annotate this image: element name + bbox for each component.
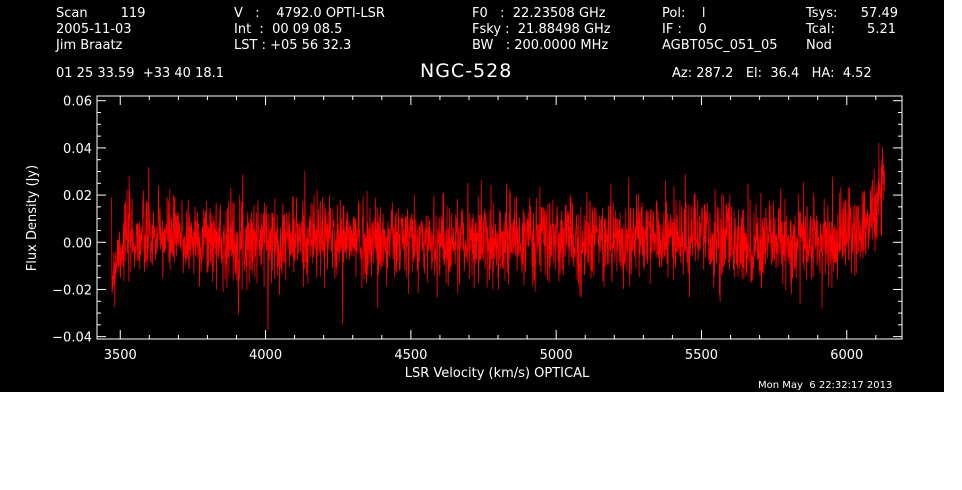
header-if: IF : 0 <box>662 22 707 37</box>
header-tsys-label: Tsys: <box>806 6 838 21</box>
header-tcal-value: 5.21 <box>867 22 896 37</box>
y-axis-label: Flux Density (Jy) <box>25 165 40 271</box>
header-nod-label: Nod <box>806 38 832 53</box>
spectrum-line <box>111 143 885 330</box>
tick-layer: 3500 4000 4500 5000 5500 6000 −0.04 −0.02 0.00 0.… <box>52 95 902 363</box>
x-tick-label: 5000 <box>540 348 573 363</box>
header-azel: Az: 287.2 El: 36.4 HA: 4.52 <box>672 66 872 81</box>
header-fsky: Fsky : 21.88498 GHz <box>472 22 611 37</box>
source-title: NGC-528 <box>420 60 513 82</box>
header-f0: F0 : 22.23508 GHz <box>472 6 606 21</box>
timestamp: Mon May 6 22:32:17 2013 <box>758 380 893 391</box>
spectrum-chart: 3500 4000 4500 5000 5500 6000 −0.04 −0.02 0.00 0.… <box>25 95 903 381</box>
x-tick-label: 3500 <box>104 348 137 363</box>
x-tick-label: 5500 <box>685 348 718 363</box>
x-tick-label: 4500 <box>394 348 427 363</box>
x-axis-label: LSR Velocity (km/s) OPTICAL <box>405 366 590 381</box>
header-bandwidth: BW : 200.0000 MHz <box>472 38 609 53</box>
y-tick-label: 0.04 <box>63 142 92 157</box>
header-date: 2005-11-03 <box>56 22 132 37</box>
y-tick-label: 0.02 <box>63 189 92 204</box>
plot-panel: Scan 119 2005-11-03 Jim Braatz V : 4792.… <box>0 0 944 392</box>
y-tick-label: −0.04 <box>52 331 92 346</box>
x-tick-label: 4000 <box>249 348 282 363</box>
header-observer: Jim Braatz <box>56 38 123 53</box>
x-tick-label: 6000 <box>830 348 863 363</box>
y-tick-label: 0.00 <box>63 236 92 251</box>
header-coordinates: 01 25 33.59 +33 40 18.1 <box>56 66 225 81</box>
header-velocity: V : 4792.0 OPTI-LSR <box>234 6 385 21</box>
header-tcal-label: Tcal: <box>806 22 835 37</box>
header-lst: LST : +05 56 32.3 <box>234 38 352 53</box>
y-tick-label: 0.06 <box>63 95 92 110</box>
series-layer <box>111 143 885 330</box>
header-integration: Int : 00 09 08.5 <box>234 22 343 37</box>
header-pol: Pol: l <box>662 6 706 21</box>
header-scan: Scan 119 <box>56 6 146 21</box>
header-project: AGBT05C_051_05 <box>662 38 778 53</box>
plot-frame <box>96 95 903 340</box>
y-tick-label: −0.02 <box>52 283 92 298</box>
header-tsys-value: 57.49 <box>860 6 898 21</box>
